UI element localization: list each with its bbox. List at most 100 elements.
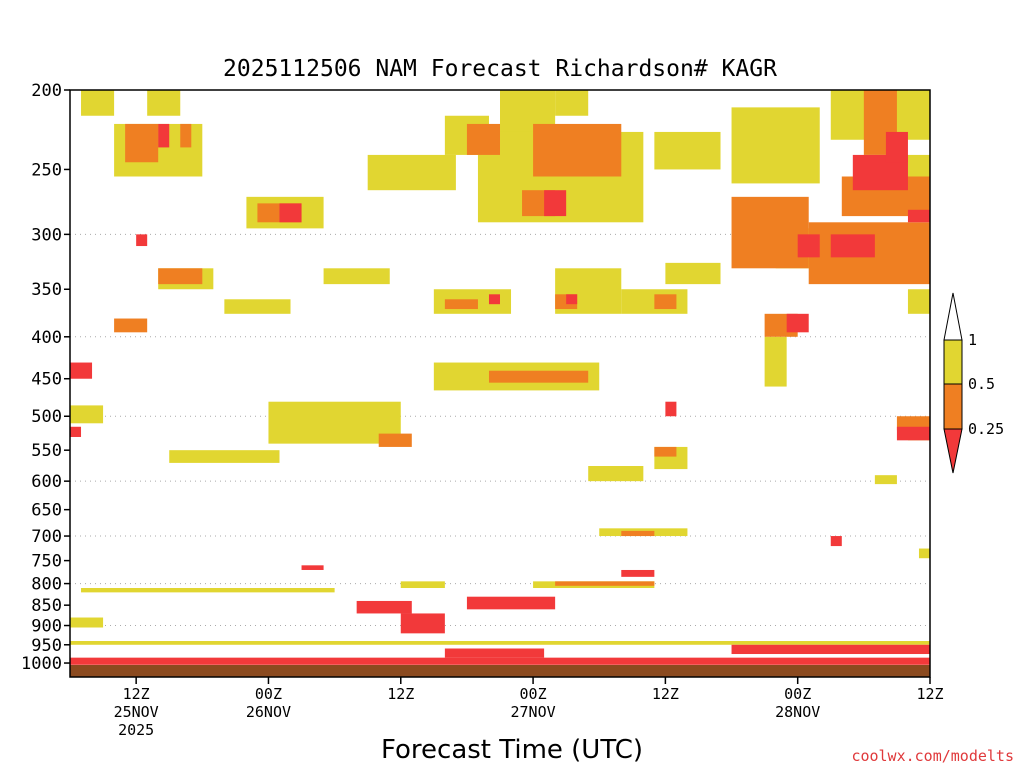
heatmap-cell	[907, 289, 930, 314]
heatmap-cell	[466, 123, 500, 155]
heatmap-cell	[70, 405, 104, 424]
heatmap-cell	[896, 416, 930, 431]
heatmap-cell	[169, 450, 280, 463]
y-tick-label: 650	[31, 501, 62, 521]
heatmap-cell	[896, 426, 930, 441]
x-tick-label: 12Z	[916, 685, 943, 703]
heatmap-cell	[621, 569, 655, 577]
heatmap-cell	[466, 596, 556, 610]
heatmap-cell	[400, 581, 445, 589]
x-tick-label: 12Z	[123, 685, 150, 703]
heatmap-cell	[566, 294, 578, 305]
x-tick-label: 00Z	[784, 685, 811, 703]
heatmap-cell	[180, 123, 192, 148]
heatmap-cell	[654, 294, 677, 310]
heatmap-cell	[555, 581, 655, 586]
credit-text: coolwx.com/modelts	[851, 747, 1014, 765]
x-tick-label: 27NOV	[510, 703, 555, 721]
colorbar: 1 0.5 0.25	[943, 292, 1004, 474]
y-tick-label: 300	[31, 225, 62, 245]
x-tick-label: 26NOV	[246, 703, 291, 721]
gridlines	[70, 233, 930, 627]
y-tick-label: 350	[31, 280, 62, 300]
ground-band	[70, 665, 930, 677]
heatmap-cell	[907, 209, 930, 223]
heatmap-cell	[555, 90, 589, 116]
heatmap-cell	[136, 234, 148, 247]
colorbar-bin-orange	[943, 383, 963, 430]
heatmap-cell	[114, 318, 148, 333]
heatmap-cell	[665, 262, 721, 285]
heatmap-cell	[70, 617, 104, 628]
heatmap-cell	[158, 123, 170, 148]
x-tick-label: 12Z	[387, 685, 414, 703]
heatmap-cell	[665, 401, 677, 417]
heatmap-cell	[70, 362, 93, 379]
colorbar-label-1: 1	[968, 331, 977, 349]
heatmap-cell	[70, 641, 930, 645]
colorbar-bin-yellow	[943, 339, 963, 385]
heatmap-cell	[544, 190, 567, 217]
y-tick-label: 700	[31, 527, 62, 547]
y-tick-label: 250	[31, 160, 62, 180]
heatmap-cell	[731, 107, 820, 184]
y-tick-label: 500	[31, 407, 62, 427]
chart-title: 2025112506 NAM Forecast Richardson# KAGR	[223, 56, 777, 82]
plot-frame	[69, 89, 931, 678]
y-tick-label: 600	[31, 472, 62, 492]
heatmap-cell	[400, 613, 445, 634]
heatmap-cell	[588, 466, 644, 482]
x-tick-label: 00Z	[520, 685, 547, 703]
heatmap-cell	[70, 657, 930, 665]
heatmap-cell	[797, 234, 820, 258]
heatmap-cell	[488, 294, 500, 305]
heatmap-cell	[367, 154, 456, 191]
y-tick-label: 550	[31, 441, 62, 461]
heatmap-cell	[830, 536, 842, 547]
heatmap-cell	[301, 565, 324, 570]
y-tick-label: 850	[31, 596, 62, 616]
heatmap-cell	[224, 299, 291, 314]
heatmap-cell	[654, 131, 721, 170]
heatmap-cell	[533, 123, 622, 177]
heatmap-cell	[488, 370, 589, 383]
x-tick-label: 2025	[118, 721, 154, 739]
plot-area	[69, 89, 931, 678]
heatmap-cell	[621, 530, 655, 537]
heatmap-cell	[70, 426, 82, 437]
heatmap-cell	[378, 433, 412, 447]
heatmap-cell	[356, 600, 412, 614]
y-tick-label: 200	[31, 81, 62, 101]
x-axis-label: Forecast Time (UTC)	[381, 735, 643, 765]
heatmap-cell	[158, 268, 203, 285]
y-tick-label: 1000	[21, 654, 62, 674]
colorbar-label-0.5: 0.5	[968, 375, 995, 393]
heatmap-cell	[654, 446, 677, 457]
y-tick-label: 800	[31, 575, 62, 595]
x-tick-label: 12Z	[652, 685, 679, 703]
heatmap-cell	[764, 336, 787, 387]
colorbar-label-0.25: 0.25	[968, 420, 1004, 438]
heatmap-cell	[874, 475, 897, 485]
y-tick-label: 450	[31, 370, 62, 390]
y-axis: 200 250 300 350 400 450 500 550 600 650 700 750 8008…	[21, 81, 70, 674]
heatmap-cell	[731, 644, 930, 655]
heatmap-cells	[70, 90, 930, 665]
y-tick-label: 750	[31, 552, 62, 572]
heatmap-cell	[731, 196, 809, 269]
heatmap-cell	[444, 299, 478, 310]
y-tick-label: 400	[31, 328, 62, 348]
heatmap-cell	[830, 234, 875, 258]
heatmap-cell	[81, 588, 335, 593]
heatmap-cell	[444, 648, 545, 658]
heatmap-cell	[81, 90, 115, 116]
heatmap-cell	[918, 548, 930, 559]
y-tick-label: 900	[31, 617, 62, 637]
heatmap-cell	[147, 90, 181, 116]
heatmap-cell	[786, 313, 809, 333]
colorbar-bottom-triangle	[943, 428, 963, 474]
heatmap-cell	[323, 268, 390, 285]
colorbar-top-triangle	[943, 292, 963, 341]
heatmap-cell	[885, 131, 908, 163]
